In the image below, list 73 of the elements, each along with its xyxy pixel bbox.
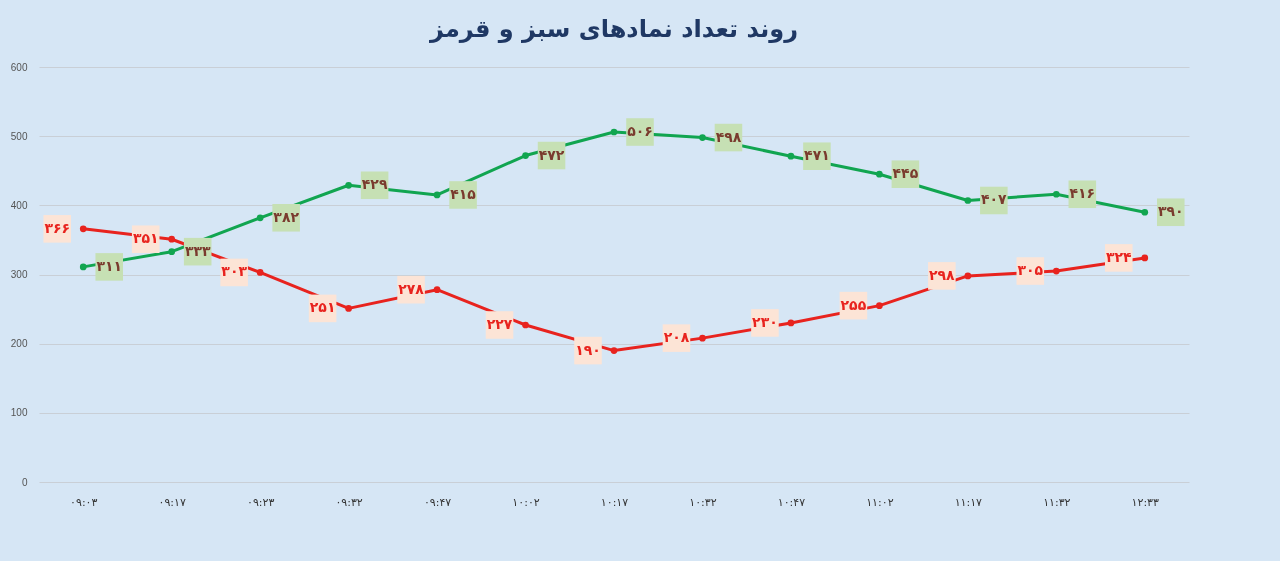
data-label: ۴۷۲	[538, 146, 565, 163]
x-tick-label: ۰۹:۱۷	[158, 495, 186, 509]
data-label: ۴۲۹	[361, 176, 388, 193]
point	[79, 263, 87, 271]
point	[256, 214, 264, 222]
x-tick-label: ۱۰:۰۲	[512, 495, 540, 509]
x-tick-label: ۱۰:۱۷	[600, 495, 629, 509]
point	[1052, 190, 1060, 198]
data-label: ۴۹۸	[715, 128, 742, 145]
point	[964, 272, 972, 280]
point	[699, 334, 706, 342]
x-tick-label: ۱۱:۰۲	[866, 495, 894, 509]
x-tick-label: ۰۹:۴۷	[423, 495, 452, 509]
data-label: ۲۵۵	[840, 296, 867, 313]
data-label: ۳۵۱	[132, 230, 159, 247]
point	[787, 152, 795, 160]
point	[1141, 254, 1149, 262]
data-label: ۵۰۶	[627, 123, 653, 140]
data-label: ۳۱۱	[96, 257, 123, 274]
y-tick-label: 0	[21, 476, 28, 488]
point	[787, 319, 795, 327]
x-tick-label: ۱۰:۳۲	[689, 495, 717, 509]
x-tick-label: ۱۱:۳۲	[1043, 495, 1071, 509]
point	[610, 128, 618, 136]
point	[433, 191, 441, 199]
chart-title: روند تعداد نمادهای سبز و قرمز	[428, 15, 799, 43]
data-label: ۴۷۱	[804, 147, 830, 164]
point	[699, 134, 706, 141]
point	[610, 347, 618, 354]
data-label: ۲۵۱	[309, 299, 336, 316]
y-tick-label: 100	[10, 407, 28, 419]
data-label: ۳۹۰	[1157, 203, 1184, 220]
point	[256, 269, 264, 276]
data-label: ۲۹۸	[929, 266, 956, 283]
data-label: ۲۳۰	[752, 313, 778, 330]
data-label: ۴۱۶	[1069, 185, 1096, 202]
x-tick-label: ۰۹:۳۲	[335, 495, 363, 509]
point	[522, 321, 529, 329]
point	[876, 302, 883, 309]
data-label: ۳۰۵	[1017, 262, 1044, 279]
y-tick-label: 200	[10, 338, 28, 350]
data-label: ۳۶۶	[44, 219, 71, 236]
point	[433, 286, 441, 294]
y-tick-label: 600	[10, 61, 28, 73]
y-tick-label: 400	[10, 199, 28, 211]
point	[345, 305, 352, 312]
point	[1052, 267, 1060, 275]
x-tick-label: ۰۹:۰۳	[70, 495, 98, 509]
data-label: ۴۰۷	[981, 191, 1008, 208]
point	[168, 235, 176, 243]
data-label: ۴۴۵	[892, 165, 919, 182]
data-label: ۱۹۰	[575, 341, 601, 358]
x-tick-label: ۰۹:۲۳	[246, 495, 275, 509]
x-tick-label: ۱۰:۴۷	[777, 495, 806, 509]
data-label: ۴۱۵	[450, 185, 477, 202]
y-tick-label: 300	[10, 269, 28, 280]
point	[79, 225, 87, 233]
data-label: ۳۸۲	[273, 208, 300, 225]
point	[522, 152, 529, 159]
data-label: ۳۰۳	[221, 263, 248, 280]
point	[1141, 208, 1149, 216]
x-tick-label: ۱۲:۳۳	[1131, 495, 1160, 509]
point	[168, 248, 176, 256]
y-tick-label: 500	[10, 130, 28, 142]
x-tick-label: ۱۱:۱۷	[954, 495, 983, 509]
point	[345, 181, 352, 189]
point	[876, 170, 883, 178]
data-label: ۲۰۸	[663, 329, 690, 346]
point	[964, 197, 972, 204]
data-label: ۳۲۴	[1105, 248, 1133, 265]
data-label: ۲۲۷	[486, 315, 513, 332]
data-label: ۳۳۳	[184, 242, 211, 259]
data-label: ۲۷۸	[398, 280, 425, 297]
